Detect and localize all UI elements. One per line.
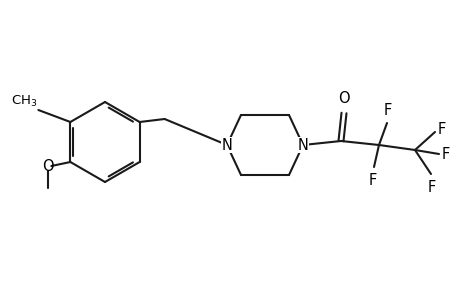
Text: O: O <box>42 158 54 173</box>
Text: F: F <box>427 180 435 195</box>
Text: F: F <box>437 122 445 136</box>
Text: O: O <box>337 91 349 106</box>
Text: F: F <box>441 146 449 161</box>
Text: N: N <box>221 137 232 152</box>
Text: N: N <box>297 137 308 152</box>
Text: F: F <box>383 103 391 118</box>
Text: CH$_3$: CH$_3$ <box>11 94 37 109</box>
Text: F: F <box>368 173 376 188</box>
